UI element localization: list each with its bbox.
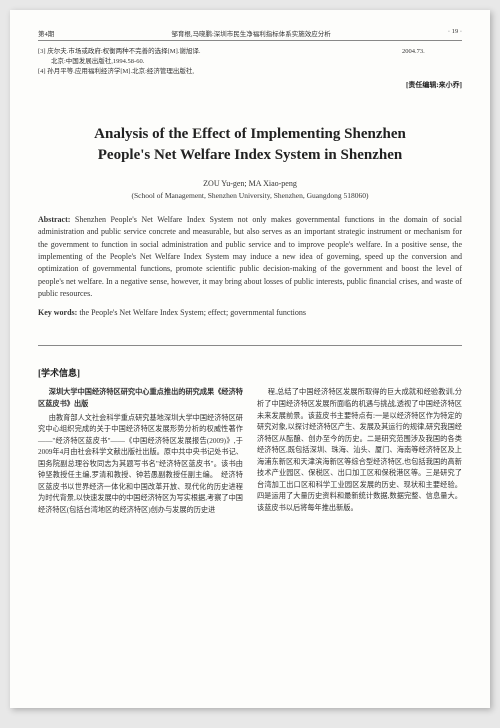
reference-text: [4] 孙月平等.应用福利经济学[M].北京:经济管理出版社,: [38, 67, 402, 77]
reference-line: [4] 孙月平等.应用福利经济学[M].北京:经济管理出版社,: [38, 67, 462, 77]
abstract-label: Abstract:: [38, 215, 70, 224]
references-block: [3] 庆尔夫.市场或政府:权衡两种不完善的选择[M].谢旭译. 2004.73…: [38, 47, 462, 76]
affiliation: (School of Management, Shenzhen Universi…: [38, 191, 462, 200]
two-column-body: 深圳大学中国经济特区研究中心重点推出的研究成果《经济特区蓝皮书》出版 由教育部人…: [38, 387, 462, 516]
section-divider: [38, 345, 462, 346]
article-title: Analysis of the Effect of Implementing S…: [38, 124, 462, 165]
reference-year: [402, 57, 462, 67]
reference-text: 北京:中国发展出版社,1994.58-60.: [38, 57, 402, 67]
keywords-text: the People's Net Welfare Index System; e…: [77, 308, 306, 317]
running-title: 邹育根,马晓鹏:深圳市民生净福利指标体系实施效应分析: [171, 28, 330, 38]
keywords: Key words: the People's Net Welfare Inde…: [38, 308, 462, 317]
col2-body: 程,总结了中国经济特区发展所取得的巨大成就和经验教训,分析了中国经济特区发展所面…: [257, 387, 462, 514]
issue-number: 第4期: [38, 28, 54, 38]
column-left: 深圳大学中国经济特区研究中心重点推出的研究成果《经济特区蓝皮书》出版 由教育部人…: [38, 387, 243, 516]
reference-year: 2004.73.: [402, 47, 462, 57]
column-right: 程,总结了中国经济特区发展所取得的巨大成就和经验教训,分析了中国经济特区发展所面…: [257, 387, 462, 516]
abstract-text: Shenzhen People's Net Welfare Index Syst…: [38, 215, 462, 298]
authors: ZOU Yu-gen; MA Xiao-peng: [38, 179, 462, 188]
running-header: 第4期 邹育根,马晓鹏:深圳市民生净福利指标体系实施效应分析 · 19 ·: [38, 28, 462, 41]
page-number: · 19 ·: [448, 28, 462, 38]
reference-line: 北京:中国发展出版社,1994.58-60.: [38, 57, 462, 67]
section-heading: [学术信息]: [38, 366, 462, 379]
abstract: Abstract: Shenzhen People's Net Welfare …: [38, 214, 462, 301]
col1-heading: 深圳大学中国经济特区研究中心重点推出的研究成果《经济特区蓝皮书》出版: [38, 387, 243, 410]
col1-body: 由教育部人文社会科学重点研究基地深圳大学中国经济特区研究中心组织完成的关于中国经…: [38, 413, 243, 517]
responsible-editor: [责任编辑:来小乔]: [38, 80, 462, 90]
reference-text: [3] 庆尔夫.市场或政府:权衡两种不完善的选择[M].谢旭译.: [38, 47, 402, 57]
title-line-2: People's Net Welfare Index System in She…: [38, 145, 462, 165]
keywords-label: Key words:: [38, 308, 77, 317]
page: 第4期 邹育根,马晓鹏:深圳市民生净福利指标体系实施效应分析 · 19 · [3…: [10, 10, 490, 708]
title-line-1: Analysis of the Effect of Implementing S…: [38, 124, 462, 144]
reference-year: [402, 67, 462, 77]
reference-line: [3] 庆尔夫.市场或政府:权衡两种不完善的选择[M].谢旭译. 2004.73…: [38, 47, 462, 57]
